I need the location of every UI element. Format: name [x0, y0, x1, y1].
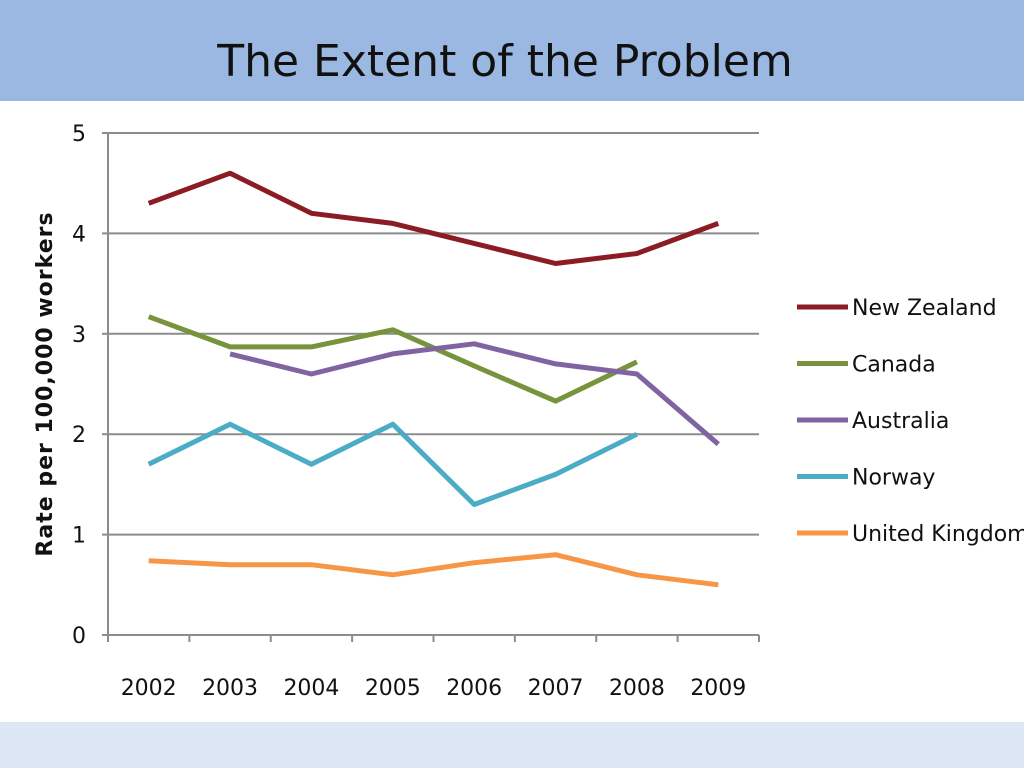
legend-label-canada: Canada — [852, 353, 936, 378]
y-tick-label: 0 — [72, 624, 86, 649]
y-tick-label: 1 — [72, 524, 86, 549]
x-tick-label: 2005 — [365, 676, 421, 701]
series-line-united-kingdom — [148, 552, 719, 588]
series-line-new-zealand — [147, 170, 720, 266]
slide-title: The Extent of the Problem — [217, 36, 793, 87]
grid — [108, 132, 759, 536]
legend-label-united-kingdom: United Kingdom — [852, 522, 1024, 547]
footer-band — [0, 722, 1024, 768]
x-tick-label: 2004 — [283, 676, 339, 701]
legend: New Zealand Canada Australia Norway United K… — [797, 296, 1024, 547]
series-line-norway — [147, 421, 639, 507]
x-tick-label: 2007 — [528, 676, 584, 701]
title-band — [0, 0, 1024, 101]
axes: 0 1 2 3 4 5 2002 2003 2004 2005 2006 2007 2008 2009 — [72, 122, 760, 701]
x-tick-label: 2006 — [446, 676, 502, 701]
legend-label-australia: Australia — [852, 409, 949, 434]
y-tick-label: 4 — [72, 222, 86, 247]
x-tick-label: 2002 — [121, 676, 177, 701]
series-line-australia — [229, 341, 720, 447]
y-tick-label: 2 — [72, 423, 86, 448]
series-lines — [147, 170, 720, 588]
legend-label-new-zealand: New Zealand — [852, 296, 997, 321]
x-tick-label: 2009 — [690, 676, 746, 701]
legend-label-norway: Norway — [852, 466, 935, 491]
y-tick-label: 3 — [72, 323, 86, 348]
x-tick-label: 2003 — [202, 676, 258, 701]
series-line-canada — [147, 314, 638, 404]
y-tick-label: 5 — [72, 122, 86, 147]
x-tick-label: 2008 — [609, 676, 665, 701]
y-axis-label: Rate per 100,000 workers — [33, 211, 58, 556]
